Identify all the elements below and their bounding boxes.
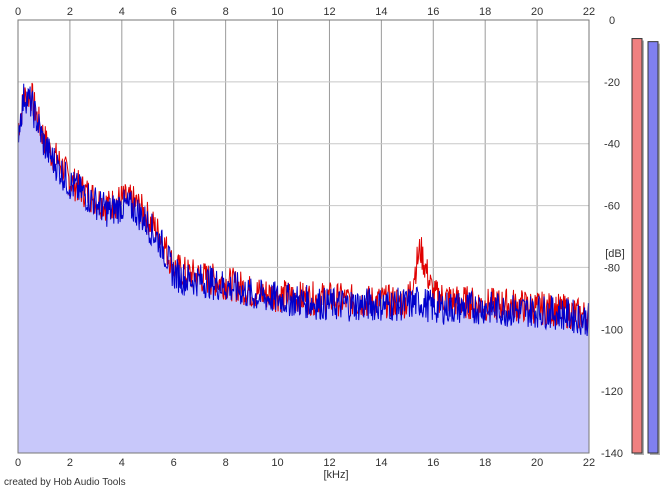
spectrum-lines <box>17 82 590 337</box>
y-tick-label: 0 <box>609 15 615 27</box>
x-tick-label-top: 14 <box>375 6 387 18</box>
x-tick-label-bottom: 8 <box>223 457 229 469</box>
x-tick-label-top: 8 <box>223 6 229 18</box>
y-tick-label: -100 <box>601 324 623 336</box>
x-tick-label-top: 10 <box>271 6 283 18</box>
x-tick-label-bottom: 2 <box>67 457 73 469</box>
spectrum-fill-area <box>18 83 589 453</box>
series-line-blue <box>17 83 590 337</box>
x-tick-label-bottom: 18 <box>479 457 491 469</box>
level-meter-blue <box>647 41 659 454</box>
x-tick-label-bottom: 12 <box>323 457 335 469</box>
x-tick-label-top: 2 <box>67 6 73 18</box>
spectrum-fill <box>18 83 589 453</box>
x-tick-label-bottom: 16 <box>427 457 439 469</box>
x-tick-label-top: 18 <box>479 6 491 18</box>
y-tick-label: -80 <box>604 262 620 274</box>
y-tick-label: -140 <box>601 448 623 460</box>
y-tick-label: -20 <box>604 77 620 89</box>
x-tick-label-bottom: 22 <box>583 457 595 469</box>
x-tick-label-bottom: 20 <box>531 457 543 469</box>
x-tick-label-top: 0 <box>15 6 21 18</box>
y-tick-label: -60 <box>604 201 620 213</box>
y-tick-label: -120 <box>601 386 623 398</box>
x-tick-label-top: 6 <box>171 6 177 18</box>
x-tick-label-top: 12 <box>323 6 335 18</box>
x-tick-label-bottom: 14 <box>375 457 387 469</box>
level-meter-red <box>631 38 643 454</box>
x-tick-label-bottom: 0 <box>15 457 21 469</box>
credit-text: created by Hob Audio Tools <box>4 477 126 488</box>
y-axis-label: [dB] <box>605 248 625 260</box>
x-tick-label-bottom: 6 <box>171 457 177 469</box>
level-meters <box>631 38 660 456</box>
x-axis-label: [kHz] <box>323 469 348 481</box>
x-tick-label-bottom: 10 <box>271 457 283 469</box>
x-tick-label-top: 20 <box>531 6 543 18</box>
tick-labels: 002244668810101212141416161818202022220-… <box>15 6 623 469</box>
y-tick-label: -40 <box>604 139 620 151</box>
x-tick-label-top: 22 <box>583 6 595 18</box>
x-tick-label-top: 16 <box>427 6 439 18</box>
x-tick-label-top: 4 <box>119 6 125 18</box>
plot-frame <box>17 19 590 454</box>
x-tick-label-bottom: 4 <box>119 457 125 469</box>
plot-border <box>17 19 590 454</box>
